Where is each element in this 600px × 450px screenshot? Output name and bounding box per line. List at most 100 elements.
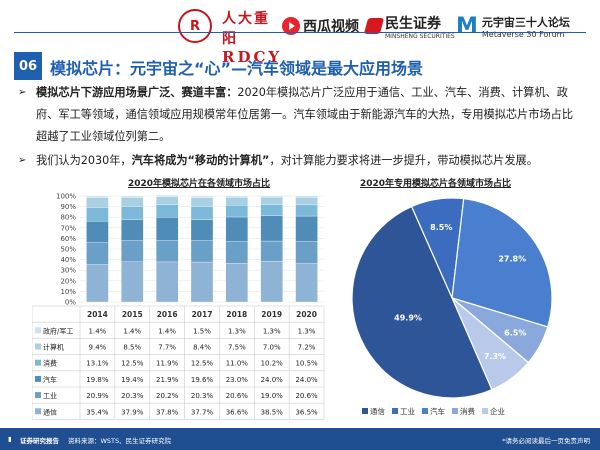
bar-chart-title: 2020年模拟芯片在各领域市场占比 — [128, 179, 271, 189]
arrow-icon: ➢ — [18, 155, 27, 166]
legend-label: 通信 — [370, 406, 385, 416]
page-title: 模拟芯片：元宇宙之“心”—汽车领域是最大应用场景 — [50, 59, 424, 78]
bar-segment — [260, 261, 283, 303]
pie-chart: 8.5% 27.8% 6.5% 7.3% 49.9% 通信 工业 汽车 消费 企业 — [351, 197, 553, 416]
bullet-2-text: ，对计算能力要求将进一步提升，带动模拟芯片发展。 — [269, 154, 538, 167]
legend-label: 企业 — [490, 406, 505, 416]
bar-segment — [190, 219, 214, 241]
bar-segment — [86, 221, 109, 243]
x-tick-label: 2018 — [226, 310, 247, 319]
bar-segment — [260, 240, 283, 262]
section-title-bar: 06 模拟芯片：元宇宙之“心”—汽车领域是最大应用场景 — [14, 52, 600, 80]
stacked-bar-chart: 0% 10% 20% 30% 40% 50% 60% 70% 80% 90% 100% 2014 201… — [32, 193, 325, 420]
data-label: 38.5% — [261, 408, 284, 416]
data-label: 7.7% — [158, 344, 176, 352]
bar-segment — [86, 195, 109, 198]
legend-swatch — [35, 359, 41, 366]
bar-segment — [121, 240, 144, 262]
legend-swatch — [35, 375, 41, 382]
rdcy-seal-icon: R — [178, 9, 212, 43]
pie-slice — [451, 198, 553, 328]
data-label: 37.9% — [121, 408, 144, 416]
data-label: 7.5% — [228, 344, 246, 352]
legend-label: 消费 — [43, 359, 57, 368]
data-label: 1.4% — [158, 327, 176, 335]
bar-segment — [155, 196, 179, 205]
bar-segment — [86, 197, 109, 208]
legend-swatch — [35, 408, 41, 415]
data-label: 36.5% — [295, 408, 318, 416]
logo-rdcy: R 人大重阳 RDCY — [178, 6, 279, 66]
bar-segment — [225, 263, 249, 303]
header-logos: R 人大重阳 RDCY 西瓜视频 民生证券 MINSHENG SECURITIE… — [170, 6, 600, 66]
pie-data-label: 8.5% — [430, 223, 452, 232]
bullet-2-pre: 我们认为2030年， — [36, 154, 132, 167]
y-tick-label: 20% — [60, 277, 76, 285]
data-label: 35.4% — [86, 408, 109, 416]
logo-metaverse: M 元宇宙三十人论坛 Metaverse 30 Forum — [456, 6, 570, 46]
y-tick-label: 70% — [60, 224, 76, 232]
data-label: 1.5% — [193, 327, 211, 335]
data-label: 12.5% — [121, 360, 144, 368]
data-label: 12.5% — [191, 360, 214, 368]
bullet-2-bold: 汽车将成为“移动的计算机” — [131, 154, 270, 167]
metaverse-sub: Metaverse 30 Forum — [481, 29, 565, 39]
pie-data-label: 7.3% — [484, 352, 506, 361]
legend-swatch — [35, 327, 41, 334]
bar-segment — [121, 261, 144, 303]
bullet-1: ➢ 模拟芯片下游应用场景广泛、赛道丰富：2020年模拟芯片广泛应用于通信、工业、… — [18, 82, 576, 148]
data-label: 20.3% — [191, 392, 214, 400]
footer-disclaimer: *请务必阅读最后一页免责声明 — [502, 437, 590, 445]
pie-data-label: 6.5% — [504, 328, 526, 337]
bar-segment — [121, 195, 144, 198]
legend-label: 汽车 — [430, 406, 445, 416]
logo-minsheng: 民生证券 MINSHENG SECURITIES — [363, 6, 455, 46]
data-label: 20.9% — [86, 392, 109, 400]
pie-data-label: 27.8% — [498, 255, 526, 264]
pie-data-label: 49.9% — [394, 313, 422, 322]
rdcy-name-en: RDCY — [222, 48, 283, 66]
data-label: 11.9% — [156, 360, 179, 368]
data-label: 36.6% — [226, 408, 249, 416]
bar-segment — [225, 241, 249, 264]
bar-segment — [225, 205, 249, 218]
data-label: 1.3% — [228, 327, 246, 335]
bar-segment — [295, 197, 318, 206]
x-tick-label: 2016 — [157, 310, 178, 319]
y-tick-label: 10% — [60, 288, 76, 296]
bar-segment — [225, 197, 249, 206]
data-label: 20.6% — [226, 392, 249, 400]
data-label: 20.6% — [295, 392, 318, 400]
section-number: 06 — [14, 52, 42, 80]
bar-segment — [260, 215, 283, 242]
bar-segment — [86, 242, 109, 265]
data-label: 10.5% — [295, 360, 318, 368]
x-tick-label: 2017 — [192, 310, 213, 319]
rdcy-name-cn: 人大重阳 — [222, 11, 270, 47]
data-table-border — [32, 305, 325, 420]
bar-segment — [190, 206, 214, 220]
data-label: 8.4% — [193, 344, 211, 352]
metaverse-name: 元宇宙三十人论坛 — [481, 15, 570, 29]
data-label: 1.4% — [123, 327, 141, 335]
legend-swatch — [392, 408, 398, 414]
data-label: 24.0% — [261, 376, 284, 384]
bullet-2: ➢ 我们认为2030年，汽车将成为“移动的计算机”，对计算能力要求将进一步提升，… — [18, 150, 576, 172]
y-tick-label: 30% — [60, 267, 76, 275]
bar-segment — [260, 195, 283, 198]
bar-segment — [155, 204, 179, 218]
bar-segment — [155, 240, 179, 263]
data-label: 1.4% — [89, 327, 107, 335]
y-tick-label: 80% — [60, 214, 76, 222]
legend-label: 工业 — [400, 406, 415, 416]
bar-segment — [121, 206, 144, 220]
bar-segment — [225, 195, 249, 198]
x-tick-label: 2015 — [122, 310, 143, 319]
legend-swatch — [35, 343, 41, 350]
logo-xigua: 西瓜视频 — [282, 6, 359, 46]
bar-segment — [295, 241, 318, 264]
bar-segment — [155, 261, 179, 303]
bar-segment — [121, 219, 144, 241]
bar-segment — [295, 204, 318, 217]
y-tick-label: 40% — [60, 256, 76, 264]
